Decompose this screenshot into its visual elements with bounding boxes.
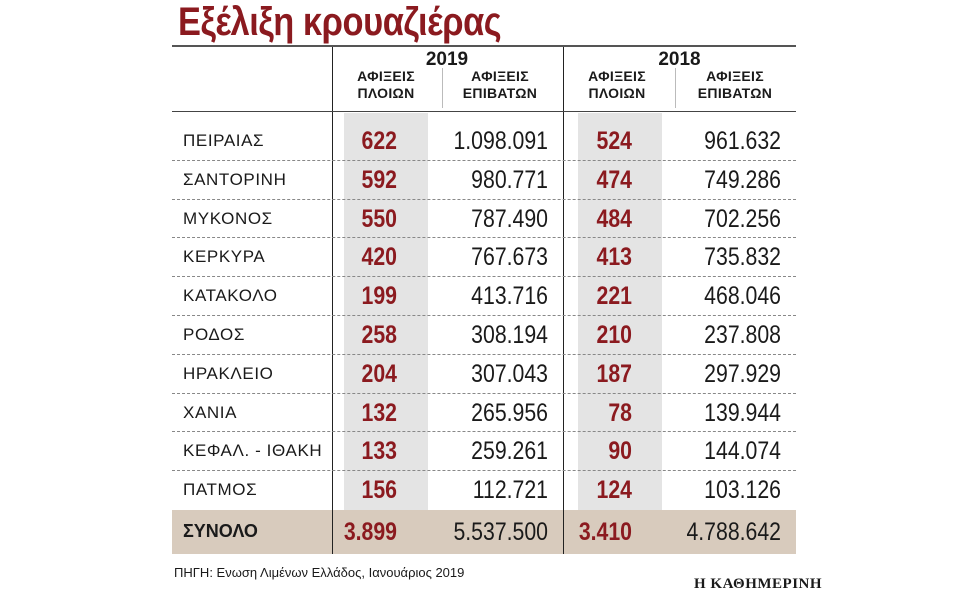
row-separator <box>172 276 796 278</box>
cell-value: 210 <box>596 321 632 349</box>
cell-value: 474 <box>596 165 632 194</box>
row-label: ΚΕΡΚΥΡΑ <box>183 247 266 267</box>
row-separator <box>172 470 796 472</box>
row-label: ΚΕΦΑΛ. - ΙΘΑΚΗ <box>183 441 323 461</box>
cell-value: 468.046 <box>704 282 781 311</box>
cell-value: 307.043 <box>471 359 548 388</box>
cell-value: 787.490 <box>471 204 548 233</box>
cell-value: 484 <box>596 204 632 233</box>
cell-value: 103.126 <box>704 476 781 505</box>
total-value: 5.537.500 <box>453 518 548 546</box>
cell-value: 156 <box>361 476 397 505</box>
column-header-1: ΑΦΙΞΕΙΣ ΕΠΙΒΑΤΩΝ <box>462 68 538 101</box>
cell-value: 297.929 <box>704 359 781 388</box>
cell-value: 420 <box>361 243 397 272</box>
total-label: ΣΥΝΟΛΟ <box>183 521 258 541</box>
cell-value: 187 <box>596 359 632 388</box>
cell-value: 413 <box>596 243 632 272</box>
source-note: ΠΗΓΗ: Ενωση Λιμένων Ελλάδος, Ιανουάριος … <box>174 565 465 580</box>
cell-value: 413.716 <box>471 282 548 311</box>
total-value: 4.788.642 <box>686 518 781 546</box>
column-header-3: ΑΦΙΞΕΙΣ ΕΠΙΒΑΤΩΝ <box>697 68 773 101</box>
row-label: ΗΡΑΚΛΕΙΟ <box>183 363 274 383</box>
cell-value: 702.256 <box>704 204 781 233</box>
shade-column-2019-ships <box>344 113 428 510</box>
publisher-logo: Η ΚΑΘΗΜΕΡΙΝΗ <box>694 576 823 592</box>
cell-value: 622 <box>361 127 397 155</box>
row-separator <box>172 353 796 355</box>
row-label: ΣΑΝΤΟΡΙΝΗ <box>183 169 287 189</box>
shade-column-2018-ships <box>578 113 662 510</box>
row-label: ΧΑΝΙΑ <box>183 402 238 422</box>
cell-value: 265.956 <box>471 398 548 427</box>
column-header-2: ΑΦΙΞΕΙΣ ΠΛΟΙΩΝ <box>588 68 646 101</box>
total-band <box>172 510 796 554</box>
cell-value: 204 <box>361 359 397 388</box>
column-header-0: ΑΦΙΞΕΙΣ ΠΛΟΙΩΝ <box>357 68 415 101</box>
row-label: ΠΕΙΡΑΙΑΣ <box>183 131 265 150</box>
cell-value: 139.944 <box>704 398 781 427</box>
year-2018: 2018 <box>658 49 701 70</box>
cell-value: 961.632 <box>704 127 781 155</box>
cell-value: 144.074 <box>704 437 781 466</box>
row-label: ΠΑΤΜΟΣ <box>183 480 258 500</box>
cell-value: 259.261 <box>471 437 548 466</box>
row-label: ΚΑΤΑΚΟΛΟ <box>183 286 278 306</box>
subcolumn-divider-0 <box>442 68 443 108</box>
row-label: ΡΟΔΟΣ <box>183 325 245 344</box>
cell-value: 550 <box>361 204 397 233</box>
cell-value: 749.286 <box>704 165 781 194</box>
cell-value: 1.098.091 <box>453 127 548 155</box>
year-divider-1 <box>563 47 564 554</box>
year-divider-0 <box>332 47 333 554</box>
row-separator <box>172 392 796 394</box>
cell-value: 767.673 <box>471 243 548 272</box>
cell-value: 132 <box>361 398 397 427</box>
header-rule <box>172 45 796 47</box>
total-value: 3.410 <box>578 518 632 546</box>
chart-title: Εξέλιξη κρουαζιέρας <box>178 0 502 44</box>
subcolumn-divider-1 <box>675 68 676 108</box>
cell-value: 78 <box>608 398 632 427</box>
header-bottom-rule <box>172 111 796 112</box>
total-value: 3.899 <box>343 518 397 546</box>
row-separator <box>172 198 796 200</box>
cell-value: 90 <box>608 437 632 466</box>
row-label: ΜΥΚΟΝΟΣ <box>183 208 273 228</box>
row-separator <box>172 315 796 316</box>
cell-value: 133 <box>361 437 397 466</box>
cell-value: 258 <box>361 321 397 349</box>
cell-value: 308.194 <box>471 321 548 349</box>
cell-value: 124 <box>596 476 632 505</box>
cell-value: 980.771 <box>471 165 548 194</box>
cell-value: 524 <box>596 127 632 155</box>
row-separator <box>172 237 796 239</box>
year-2019: 2019 <box>425 49 469 70</box>
row-separator <box>172 159 796 161</box>
cell-value: 735.832 <box>704 243 781 272</box>
cell-value: 592 <box>361 165 397 194</box>
cell-value: 221 <box>596 282 632 311</box>
cell-value: 199 <box>361 282 397 311</box>
row-separator <box>172 431 796 433</box>
cell-value: 112.721 <box>472 476 548 505</box>
cell-value: 237.808 <box>704 321 781 349</box>
